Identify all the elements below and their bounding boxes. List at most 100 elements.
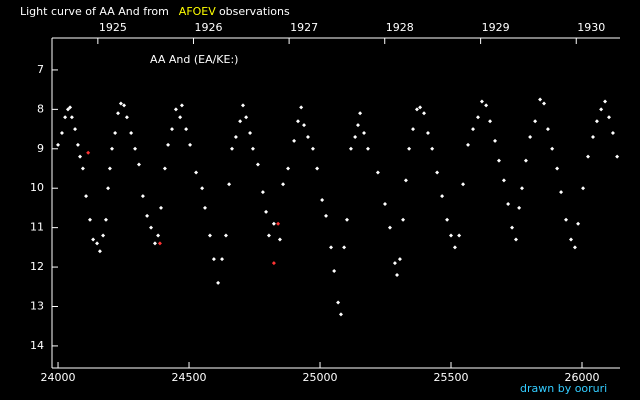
x2-tick-label: 1927 [290,21,318,34]
data-point [152,241,157,246]
title-source: AFOEV [179,5,216,18]
data-point [449,233,454,238]
data-point [277,237,282,242]
data-point [292,138,297,143]
data-point [78,154,83,159]
data-point [302,123,307,128]
data-point [471,127,476,132]
data-point [271,261,276,266]
data-point [414,107,419,112]
data-point [56,142,61,147]
data-point [520,186,525,191]
data-point [606,115,611,120]
data-point [106,186,111,191]
data-point [403,178,408,183]
data-point [407,146,412,151]
data-point [87,217,92,222]
data-point [348,146,353,151]
data-point [296,119,301,124]
data-point [91,237,96,242]
data-point [488,119,493,124]
x-tick-label: 25000 [303,371,338,384]
data-point [358,111,363,116]
data-point [80,166,85,171]
data-point [173,107,178,112]
data-point [555,166,560,171]
data-point [397,257,402,262]
star-label: AA And (EA/KE:) [150,53,238,66]
data-point [73,127,78,132]
data-point [260,190,265,195]
data-point [113,131,118,136]
data-point [169,127,174,132]
data-point [569,237,574,242]
title-end: observations [219,5,290,18]
title-text: Light curve of AA And from [20,5,169,18]
data-point [299,105,304,110]
data-point [305,134,310,139]
chart-title: Light curve of AA And from AFOEV observati… [20,5,290,18]
data-point [452,245,457,250]
data-point [140,194,145,199]
x2-tick-label: 1926 [194,21,222,34]
data-point [255,162,260,167]
x2-tick-label: 1925 [99,21,127,34]
data-point [513,237,518,242]
data-point [109,146,114,151]
y-tick-label: 14 [30,339,44,352]
data-point [324,213,329,218]
data-point [365,146,370,151]
data-point [418,105,423,110]
data-point [158,205,163,210]
data-point [594,119,599,124]
data-point [457,233,462,238]
data-point [461,182,466,187]
data-point [65,107,70,112]
data-point [576,221,581,226]
data-point [506,201,511,206]
data-point [528,134,533,139]
data-point [517,205,522,210]
data-point [435,170,440,175]
x2-tick-label: 1928 [386,21,414,34]
data-point [194,170,199,175]
data-point [581,186,586,191]
y-tick-label: 8 [37,102,44,115]
x-tick-label: 24500 [172,371,207,384]
data-point [203,205,208,210]
data-point [382,201,387,206]
x-tick-label: 26000 [565,371,600,384]
data-point [564,217,569,222]
x2-tick-label: 1929 [482,21,510,34]
data-point [545,127,550,132]
data-point [392,261,397,266]
data-point [542,101,547,106]
data-point [493,138,498,143]
data-point [68,105,73,110]
data-point [220,257,225,262]
data-point [97,249,102,254]
data-point [484,103,489,108]
data-point [129,131,134,136]
data-point [387,225,392,230]
data-point [286,166,291,171]
data-point [356,123,361,128]
data-point [124,115,129,120]
data-point [281,182,286,187]
data-point [84,194,89,199]
data-point [59,131,64,136]
data-point [244,115,249,120]
data-point [179,103,184,108]
data-point [599,107,604,112]
data-point [332,269,337,274]
data-point [538,97,543,102]
x-tick-label: 24000 [41,371,76,384]
data-point [75,142,80,147]
data-point [395,272,400,277]
data-point [166,142,171,147]
data-point [248,131,253,136]
data-point [233,134,238,139]
data-point [320,198,325,203]
